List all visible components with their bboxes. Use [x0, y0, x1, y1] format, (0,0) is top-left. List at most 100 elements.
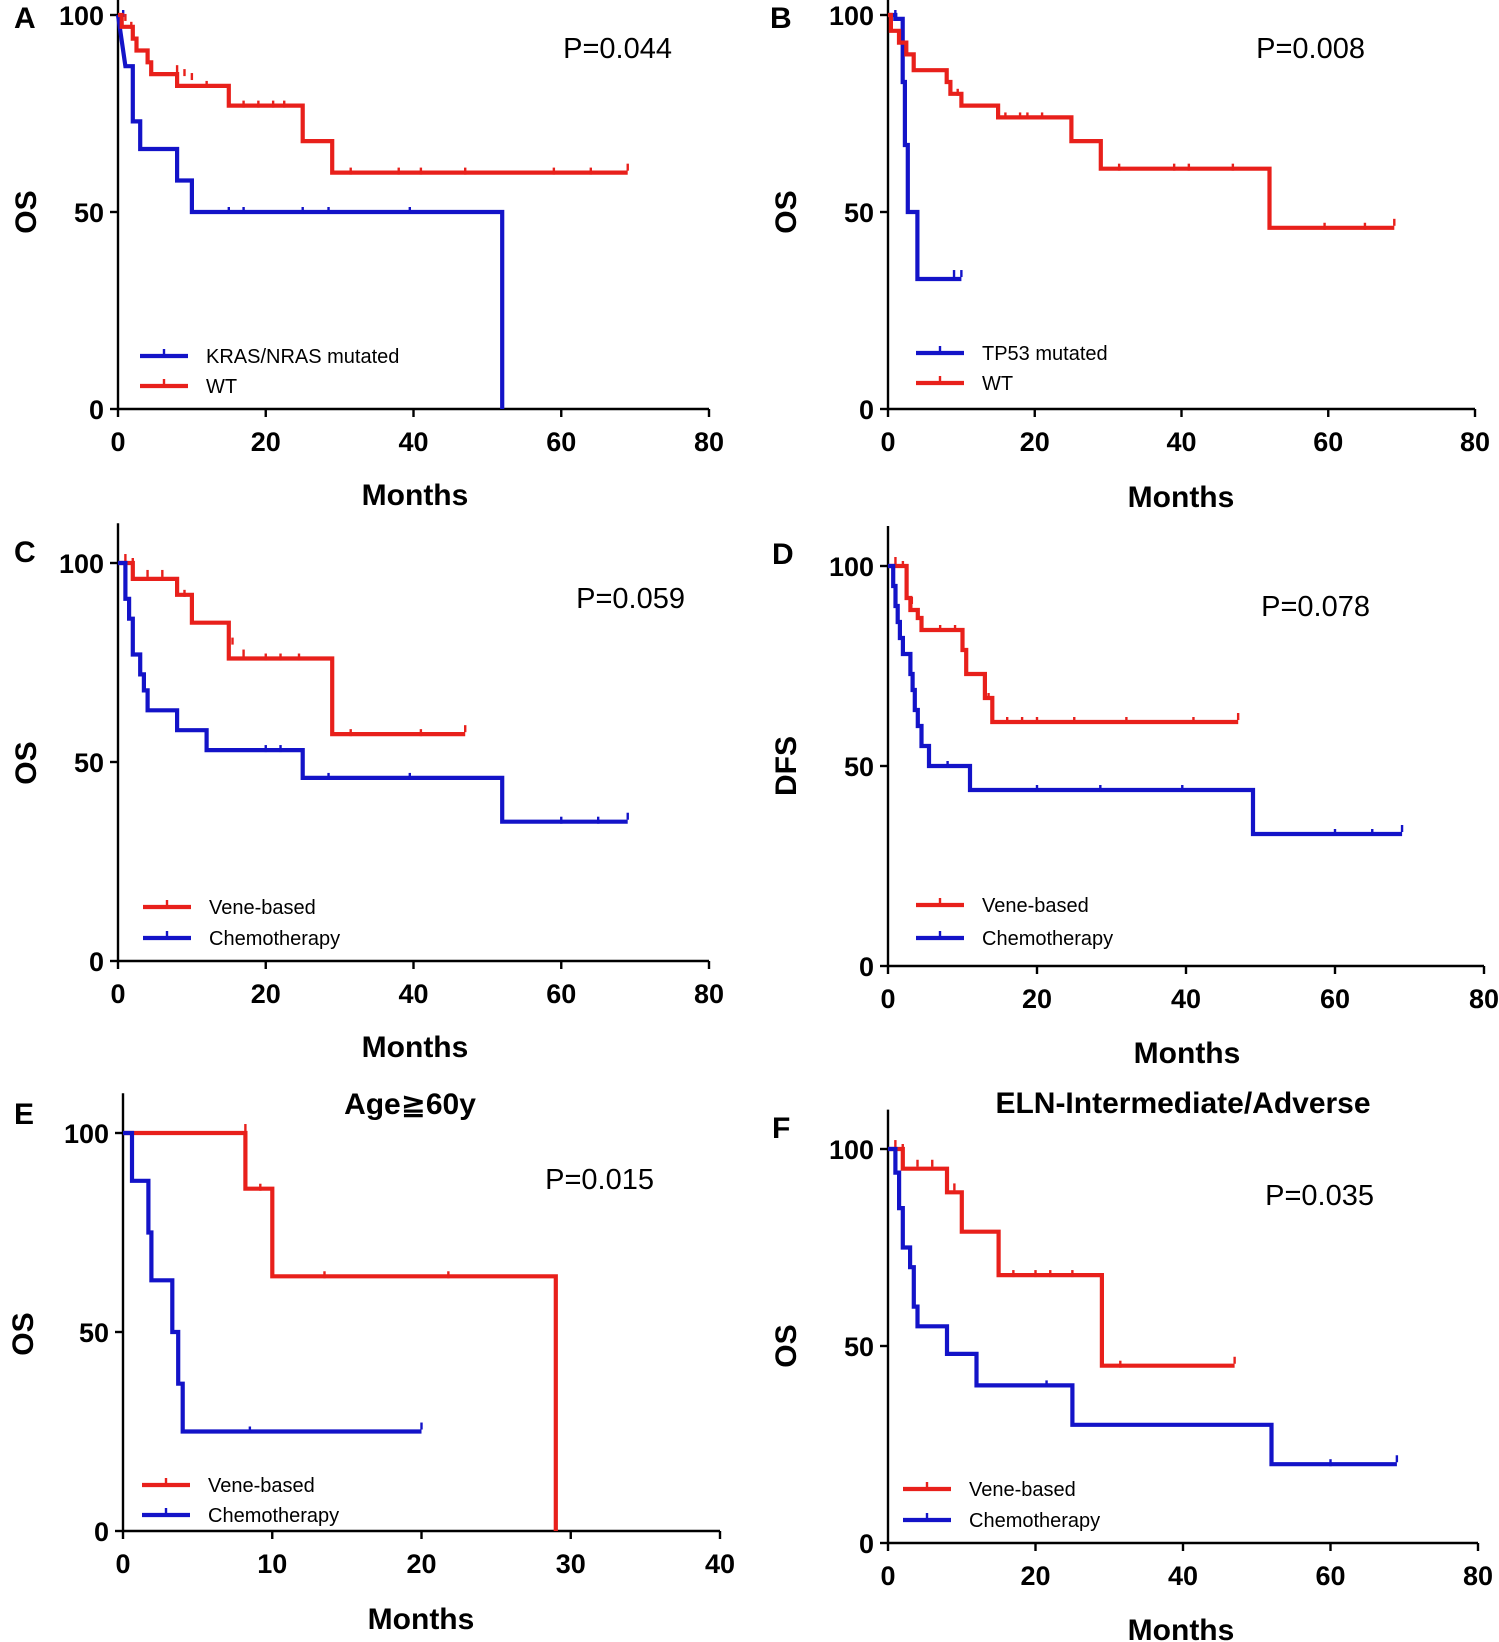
series-chemotherapy — [888, 563, 1404, 837]
y-tick-label: 100 — [59, 1, 104, 31]
legend-entry: WT — [140, 376, 237, 398]
y-tick-label: 0 — [859, 952, 874, 982]
x-tick-label: 40 — [1166, 427, 1196, 457]
x-tick-label: 20 — [406, 1549, 436, 1579]
y-tick-label: 0 — [89, 395, 104, 425]
x-tick-label: 80 — [1463, 1561, 1493, 1591]
y-tick-label: 50 — [844, 198, 874, 228]
series-chemotherapy — [118, 560, 629, 824]
legend-entry: KRAS/NRAS mutated — [140, 346, 399, 368]
p-value-label: P=0.015 — [545, 1164, 654, 1196]
legend-label: Chemotherapy — [208, 1505, 339, 1527]
series-vene-based — [888, 1140, 1236, 1368]
legend-entry: Chemotherapy — [916, 928, 1113, 950]
y-tick-label: 0 — [94, 1517, 109, 1547]
legend-entry: Chemotherapy — [903, 1510, 1100, 1532]
x-tick-label: 60 — [1315, 1561, 1345, 1591]
survival-curve — [118, 560, 466, 737]
legend-label: Vene-based — [208, 1475, 315, 1497]
x-tick-label: 0 — [115, 1549, 130, 1579]
legend-entry: TP53 mutated — [916, 343, 1108, 365]
x-tick-label: 20 — [251, 427, 281, 457]
legend-label: Vene-based — [209, 897, 316, 919]
p-value-label: P=0.059 — [576, 583, 685, 615]
x-tick-label: 60 — [1320, 984, 1350, 1014]
x-tick-label: 0 — [880, 984, 895, 1014]
panel-e: E Age≧60y P=0.015 0 50 100 0 10 20 30 40 Months OS Ve… — [7, 1088, 735, 1636]
legend-entry: Vene-based — [143, 897, 316, 919]
x-axis-title: Months — [362, 1031, 469, 1064]
panel-letter: F — [772, 1112, 790, 1145]
survival-curve — [888, 12, 1395, 230]
x-tick-label: 40 — [705, 1549, 735, 1579]
y-tick-label: 100 — [59, 549, 104, 579]
x-tick-label: 0 — [110, 979, 125, 1009]
y-axis-title: DFS — [770, 736, 803, 796]
p-value-label: P=0.078 — [1261, 591, 1370, 623]
x-tick-label: 40 — [1168, 1561, 1198, 1591]
survival-curve — [888, 563, 1239, 725]
survival-curve — [888, 12, 962, 282]
y-tick-label: 100 — [829, 1, 874, 31]
x-tick-label: 20 — [1022, 984, 1052, 1014]
x-tick-label: 80 — [694, 979, 724, 1009]
series-vene-based — [123, 1124, 558, 1531]
x-tick-label: 60 — [546, 427, 576, 457]
survival-curve — [123, 1130, 558, 1531]
legend-label: Chemotherapy — [982, 928, 1113, 950]
x-tick-label: 20 — [1020, 427, 1050, 457]
legend-label: TP53 mutated — [982, 343, 1108, 365]
series-chemotherapy — [123, 1130, 423, 1434]
panel-letter: E — [14, 1098, 34, 1131]
x-axis-title: Months — [362, 479, 469, 512]
x-tick-label: 0 — [880, 1561, 895, 1591]
x-tick-label: 40 — [398, 427, 428, 457]
x-tick-label: 40 — [1171, 984, 1201, 1014]
x-tick-label: 80 — [1460, 427, 1490, 457]
panel-letter: A — [14, 2, 36, 35]
x-tick-label: 20 — [251, 979, 281, 1009]
panel-c: C P=0.059 0 50 100 0 20 40 60 80 Months OS Vene-base… — [10, 523, 724, 1064]
survival-curve — [888, 1146, 1397, 1467]
legend-entry: WT — [916, 373, 1013, 395]
y-tick-label: 50 — [79, 1318, 109, 1348]
y-tick-label: 50 — [74, 748, 104, 778]
panel-letter: B — [770, 2, 792, 35]
x-axis-title: Months — [1128, 481, 1235, 514]
y-tick-label: 50 — [844, 752, 874, 782]
y-tick-label: 100 — [829, 1135, 874, 1165]
chart-title: Age≧60y — [344, 1088, 476, 1121]
x-tick-label: 30 — [556, 1549, 586, 1579]
survival-curve — [123, 1130, 422, 1434]
legend-label: Vene-based — [982, 895, 1089, 917]
legend-label: Vene-based — [969, 1479, 1076, 1501]
series-vene-based — [118, 554, 467, 737]
y-axis-title: OS — [10, 741, 43, 784]
panel-a: A P=0.044 0 50 100 0 20 40 60 80 Months OS KRAS/NRAS… — [10, 0, 724, 512]
survival-curve — [118, 12, 628, 175]
y-tick-label: 50 — [844, 1332, 874, 1362]
panel-d: D P=0.078 0 50 100 0 20 40 60 80 Months DFS Vene-bas… — [770, 526, 1499, 1070]
x-tick-label: 80 — [694, 427, 724, 457]
x-axis-title: Months — [1128, 1614, 1235, 1642]
y-tick-label: 0 — [859, 395, 874, 425]
series-vene-based — [888, 557, 1240, 725]
legend-entry: Vene-based — [142, 1475, 315, 1497]
legend-entry: Vene-based — [903, 1479, 1076, 1501]
survival-curve — [888, 1146, 1235, 1368]
y-axis-title: OS — [7, 1312, 40, 1355]
x-tick-label: 10 — [257, 1549, 287, 1579]
y-axis-title: OS — [770, 1324, 803, 1367]
x-tick-label: 0 — [880, 427, 895, 457]
y-tick-label: 0 — [859, 1529, 874, 1559]
legend-label: Chemotherapy — [969, 1510, 1100, 1532]
y-axis-title: OS — [10, 190, 43, 233]
survival-curve — [118, 560, 628, 824]
legend-label: WT — [982, 373, 1013, 395]
y-tick-label: 100 — [829, 552, 874, 582]
legend-entry: Chemotherapy — [143, 928, 340, 950]
y-tick-label: 0 — [89, 947, 104, 977]
x-tick-label: 80 — [1469, 984, 1499, 1014]
legend-entry: Chemotherapy — [142, 1505, 339, 1527]
x-tick-label: 20 — [1020, 1561, 1050, 1591]
